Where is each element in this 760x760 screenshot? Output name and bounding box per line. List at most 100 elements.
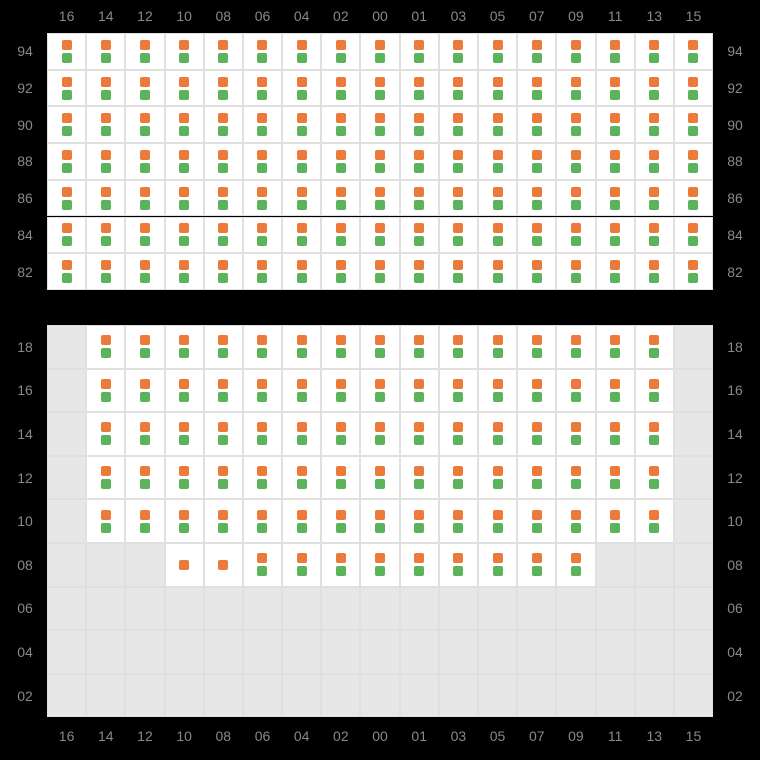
rack-cell[interactable] [243, 180, 282, 217]
rack-cell[interactable] [86, 499, 125, 543]
rack-cell[interactable] [47, 587, 86, 631]
rack-cell[interactable] [596, 70, 635, 107]
rack-cell[interactable] [125, 412, 164, 456]
rack-cell[interactable] [204, 180, 243, 217]
rack-cell[interactable] [282, 253, 321, 290]
rack-cell[interactable] [125, 143, 164, 180]
rack-cell[interactable] [321, 325, 360, 369]
rack-cell[interactable] [321, 33, 360, 70]
rack-cell[interactable] [674, 412, 713, 456]
rack-cell[interactable] [243, 217, 282, 254]
rack-cell[interactable] [674, 253, 713, 290]
rack-cell[interactable] [360, 674, 399, 718]
rack-cell[interactable] [204, 674, 243, 718]
rack-cell[interactable] [556, 143, 595, 180]
rack-cell[interactable] [125, 543, 164, 587]
rack-cell[interactable] [635, 106, 674, 143]
rack-cell[interactable] [400, 630, 439, 674]
rack-cell[interactable] [47, 253, 86, 290]
rack-cell[interactable] [556, 630, 595, 674]
rack-cell[interactable] [47, 456, 86, 500]
rack-cell[interactable] [204, 587, 243, 631]
rack-cell[interactable] [321, 70, 360, 107]
rack-cell[interactable] [517, 33, 556, 70]
rack-cell[interactable] [204, 369, 243, 413]
rack-cell[interactable] [635, 143, 674, 180]
rack-cell[interactable] [243, 325, 282, 369]
rack-cell[interactable] [125, 456, 164, 500]
rack-cell[interactable] [635, 499, 674, 543]
rack-cell[interactable] [243, 33, 282, 70]
rack-cell[interactable] [400, 143, 439, 180]
rack-cell[interactable] [282, 412, 321, 456]
rack-cell[interactable] [400, 106, 439, 143]
rack-cell[interactable] [204, 70, 243, 107]
rack-cell[interactable] [86, 325, 125, 369]
rack-cell[interactable] [556, 106, 595, 143]
rack-cell[interactable] [282, 543, 321, 587]
rack-cell[interactable] [360, 456, 399, 500]
rack-cell[interactable] [165, 412, 204, 456]
rack-cell[interactable] [439, 325, 478, 369]
rack-cell[interactable] [282, 369, 321, 413]
rack-cell[interactable] [125, 106, 164, 143]
rack-cell[interactable] [439, 587, 478, 631]
rack-cell[interactable] [243, 412, 282, 456]
rack-cell[interactable] [635, 325, 674, 369]
rack-cell[interactable] [400, 33, 439, 70]
rack-cell[interactable] [674, 674, 713, 718]
rack-cell[interactable] [47, 70, 86, 107]
rack-cell[interactable] [439, 412, 478, 456]
rack-cell[interactable] [165, 456, 204, 500]
rack-cell[interactable] [165, 325, 204, 369]
rack-cell[interactable] [47, 180, 86, 217]
rack-cell[interactable] [400, 543, 439, 587]
rack-cell[interactable] [596, 456, 635, 500]
rack-cell[interactable] [596, 143, 635, 180]
rack-cell[interactable] [556, 674, 595, 718]
rack-cell[interactable] [478, 180, 517, 217]
rack-cell[interactable] [517, 543, 556, 587]
rack-cell[interactable] [674, 543, 713, 587]
rack-cell[interactable] [86, 369, 125, 413]
rack-cell[interactable] [282, 674, 321, 718]
rack-cell[interactable] [243, 543, 282, 587]
rack-cell[interactable] [674, 70, 713, 107]
rack-cell[interactable] [439, 543, 478, 587]
rack-cell[interactable] [556, 499, 595, 543]
rack-cell[interactable] [517, 630, 556, 674]
rack-cell[interactable] [400, 217, 439, 254]
rack-cell[interactable] [635, 217, 674, 254]
rack-cell[interactable] [400, 70, 439, 107]
rack-cell[interactable] [47, 325, 86, 369]
rack-cell[interactable] [125, 369, 164, 413]
rack-cell[interactable] [165, 143, 204, 180]
rack-cell[interactable] [478, 253, 517, 290]
rack-cell[interactable] [360, 325, 399, 369]
rack-cell[interactable] [86, 587, 125, 631]
rack-cell[interactable] [478, 543, 517, 587]
rack-cell[interactable] [635, 369, 674, 413]
rack-cell[interactable] [517, 369, 556, 413]
rack-cell[interactable] [360, 33, 399, 70]
rack-cell[interactable] [556, 325, 595, 369]
rack-cell[interactable] [204, 456, 243, 500]
rack-cell[interactable] [282, 143, 321, 180]
rack-cell[interactable] [47, 369, 86, 413]
rack-cell[interactable] [86, 456, 125, 500]
rack-cell[interactable] [243, 499, 282, 543]
rack-cell[interactable] [635, 456, 674, 500]
rack-cell[interactable] [125, 70, 164, 107]
rack-cell[interactable] [321, 369, 360, 413]
rack-cell[interactable] [204, 630, 243, 674]
rack-cell[interactable] [243, 674, 282, 718]
rack-cell[interactable] [439, 456, 478, 500]
rack-cell[interactable] [635, 630, 674, 674]
rack-cell[interactable] [360, 70, 399, 107]
rack-cell[interactable] [47, 143, 86, 180]
rack-cell[interactable] [86, 412, 125, 456]
rack-cell[interactable] [47, 499, 86, 543]
rack-cell[interactable] [556, 369, 595, 413]
rack-cell[interactable] [360, 369, 399, 413]
rack-cell[interactable] [674, 106, 713, 143]
